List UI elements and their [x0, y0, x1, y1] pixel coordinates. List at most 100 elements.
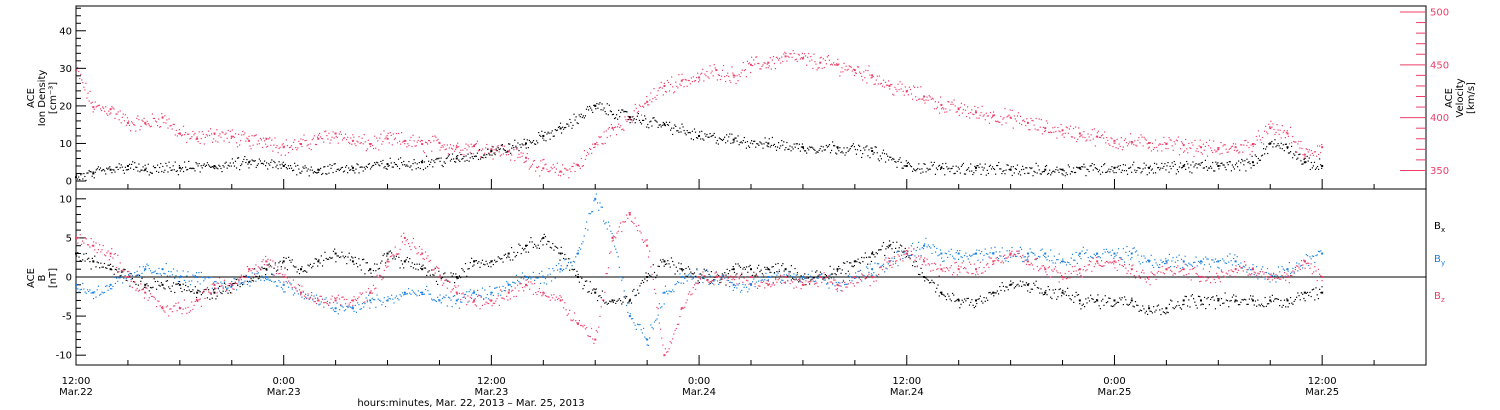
by-dot: [853, 277, 856, 279]
density-dot: [583, 117, 586, 119]
density-dot: [322, 172, 324, 175]
density-dot: [1229, 161, 1231, 163]
by-dot: [1315, 254, 1317, 257]
velocity-dot: [914, 86, 916, 89]
density-dot: [196, 163, 198, 165]
by-dot: [647, 344, 650, 347]
by-point: [992, 252, 995, 255]
density-point: [386, 163, 389, 166]
velocity-dot: [1049, 131, 1051, 134]
by-dot: [115, 277, 118, 279]
density-dot: [634, 122, 636, 124]
density-dot: [244, 155, 246, 158]
bx-dot: [162, 284, 164, 286]
bx-dot: [217, 288, 219, 290]
by-dot: [1240, 262, 1242, 264]
density-dot: [1283, 150, 1285, 152]
bx-dot: [446, 280, 448, 282]
bx-dot: [586, 280, 588, 282]
density-dot: [1299, 153, 1301, 155]
velocity-dot: [261, 146, 264, 149]
velocity-dot: [201, 131, 203, 133]
bx-dot: [983, 296, 985, 299]
velocity-dot: [771, 59, 773, 61]
velocity-dot: [1092, 138, 1094, 140]
velocity-dot: [1200, 151, 1202, 154]
bx-dot: [222, 290, 224, 292]
by-dot: [821, 273, 823, 275]
bx-dot: [418, 263, 421, 265]
velocity-dot: [788, 56, 790, 58]
velocity-dot: [474, 143, 476, 145]
velocity-dot: [84, 89, 86, 91]
velocity-dot: [926, 96, 928, 98]
velocity-dot: [717, 74, 719, 76]
bx-point: [196, 291, 199, 294]
bx-dot: [1276, 298, 1278, 300]
bx-dot: [1082, 303, 1084, 305]
by-dot: [1113, 257, 1115, 259]
density-dot: [284, 163, 286, 166]
velocity-dot: [1037, 129, 1039, 131]
bx-dot: [924, 280, 926, 282]
by-dot: [936, 247, 938, 250]
velocity-dot: [501, 145, 503, 147]
velocity-dot: [509, 149, 511, 151]
velocity-dot: [748, 62, 751, 64]
density-dot: [1234, 164, 1237, 166]
by-dot: [439, 294, 441, 296]
velocity-dot: [118, 119, 120, 121]
bx-dot: [692, 273, 694, 275]
by-dot: [736, 287, 738, 289]
by-dot: [934, 251, 937, 253]
density-dot: [601, 103, 603, 105]
bz-point: [715, 276, 718, 278]
density-dot: [115, 166, 117, 169]
velocity-dot: [499, 155, 501, 157]
bx-dot: [666, 263, 668, 265]
by-dot: [559, 271, 561, 273]
by-dot: [232, 284, 234, 287]
velocity-dot: [948, 101, 950, 103]
velocity-dot: [224, 133, 226, 136]
bx-dot: [377, 268, 379, 270]
by-dot: [553, 270, 555, 272]
density-dot: [214, 167, 216, 170]
bx-dot: [369, 269, 371, 271]
bx-dot: [691, 273, 693, 275]
by-dot: [130, 278, 132, 281]
velocity-dot: [809, 60, 811, 62]
density-dot: [685, 134, 687, 136]
velocity-dot: [661, 87, 663, 89]
density-dot: [1272, 146, 1274, 148]
velocity-dot: [1184, 150, 1186, 152]
bx-dot: [1312, 288, 1315, 290]
by-dot: [468, 291, 470, 293]
bx-dot: [158, 284, 160, 286]
density-dot: [736, 140, 738, 142]
by-dot: [1260, 268, 1263, 270]
by-dot: [483, 298, 485, 300]
density-dot: [1105, 171, 1107, 174]
bz-dot: [114, 252, 116, 255]
by-dot: [1034, 254, 1036, 256]
density-dot: [767, 146, 769, 148]
density-dot: [841, 150, 843, 153]
velocity-dot: [405, 140, 407, 142]
bx-dot: [392, 258, 394, 260]
velocity-dot: [219, 133, 221, 135]
bx-dot: [1142, 305, 1144, 307]
velocity-dot: [430, 141, 432, 144]
bx-dot: [1268, 303, 1270, 305]
density-dot: [1066, 173, 1068, 176]
density-dot: [722, 138, 725, 140]
by-dot: [600, 206, 602, 208]
by-dot: [807, 273, 809, 275]
bx-dot: [1023, 284, 1025, 286]
velocity-dot: [1228, 148, 1230, 150]
density-dot: [430, 161, 432, 163]
velocity-dot: [1050, 131, 1052, 133]
bx-dot: [819, 271, 822, 273]
density-dot: [422, 169, 425, 171]
